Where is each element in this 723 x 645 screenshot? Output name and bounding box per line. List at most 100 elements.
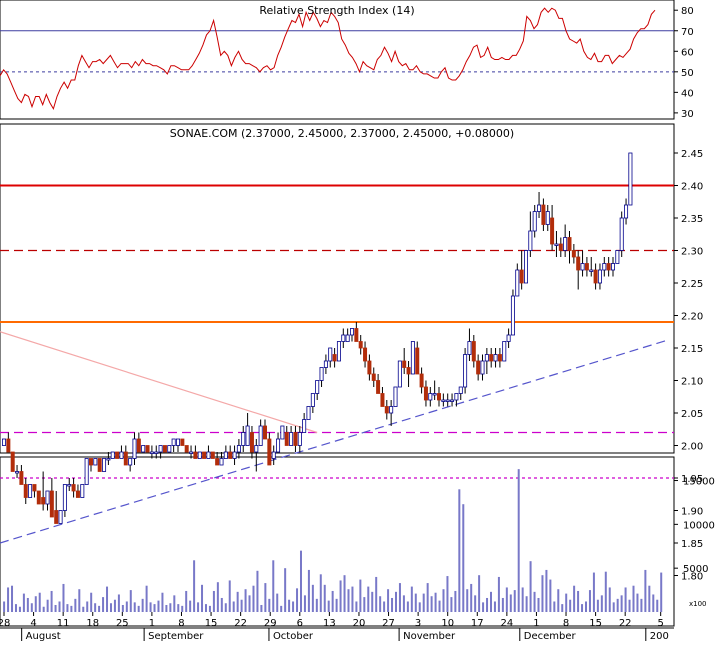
candle-body bbox=[541, 204, 546, 225]
candle-body bbox=[45, 490, 50, 505]
volume-bar bbox=[276, 593, 279, 612]
volume-bar bbox=[311, 584, 314, 612]
volume-bar bbox=[391, 597, 394, 612]
volume-bar bbox=[355, 601, 358, 612]
volume-bar bbox=[299, 550, 302, 612]
candle-body bbox=[528, 230, 533, 251]
volume-bar bbox=[288, 599, 291, 612]
month-label: December bbox=[524, 631, 577, 641]
volume-bar bbox=[319, 574, 322, 612]
volume-bar bbox=[422, 593, 425, 612]
volume-bar bbox=[426, 583, 429, 612]
price-tick-label: 2.15 bbox=[681, 344, 703, 355]
candle-body bbox=[293, 432, 298, 446]
rsi-tick-label: 80 bbox=[681, 6, 694, 17]
volume-bar bbox=[90, 592, 93, 612]
volume-bar bbox=[244, 589, 247, 612]
price-panel bbox=[0, 123, 675, 454]
volume-bar bbox=[256, 570, 259, 612]
volume-bar bbox=[327, 600, 330, 612]
volume-bar bbox=[240, 599, 243, 612]
volume-bar bbox=[343, 575, 346, 612]
trendline-0 bbox=[0, 338, 670, 544]
price-layer bbox=[0, 152, 674, 544]
candle-body bbox=[611, 263, 616, 271]
axis-layer: 2.45 2.40 2.35 2.30 2.25 2.20 2.15 2.10 2.05 2.00… bbox=[0, 6, 715, 642]
volume-bar bbox=[26, 597, 29, 612]
candle-body bbox=[84, 458, 89, 485]
candle-body bbox=[550, 217, 555, 245]
volume-bar bbox=[62, 583, 65, 612]
volume-bar bbox=[185, 590, 188, 612]
candle-body bbox=[619, 217, 624, 251]
volume-bar bbox=[201, 584, 204, 612]
volume-bar bbox=[232, 601, 235, 612]
candle-body bbox=[332, 354, 337, 362]
candle-body bbox=[423, 386, 428, 401]
candle-body bbox=[110, 451, 115, 459]
volume-bar bbox=[106, 586, 109, 612]
volume-bar bbox=[161, 592, 164, 612]
candle-body bbox=[367, 360, 372, 375]
candle-body bbox=[162, 445, 167, 453]
rsi-line bbox=[0, 7, 656, 111]
volume-bar bbox=[204, 604, 207, 612]
candle-body bbox=[515, 269, 520, 297]
volume-bar bbox=[620, 595, 623, 612]
volume-bar bbox=[296, 588, 299, 612]
price-tick-label: 1.80 bbox=[681, 572, 703, 583]
candle-body bbox=[315, 380, 320, 394]
price-tick-label: 2.05 bbox=[681, 409, 703, 420]
candle-body bbox=[206, 451, 211, 459]
volume-bar bbox=[42, 606, 45, 612]
candle-body bbox=[132, 438, 137, 459]
volume-bar bbox=[466, 589, 469, 612]
candle-body bbox=[28, 484, 33, 498]
rsi-tick-label: 50 bbox=[681, 68, 694, 79]
candle-body bbox=[49, 490, 54, 518]
candle-body bbox=[545, 211, 550, 225]
candle-body bbox=[215, 458, 220, 466]
volume-bar bbox=[628, 599, 631, 612]
candle-body bbox=[202, 451, 207, 459]
volume-bar bbox=[323, 584, 326, 612]
candle-body bbox=[136, 438, 141, 453]
rsi-tick-label: 60 bbox=[681, 47, 694, 58]
candle-body bbox=[323, 360, 328, 368]
candle-body bbox=[228, 451, 233, 459]
price-tick-label: 2.45 bbox=[681, 149, 703, 160]
candle-body bbox=[158, 445, 163, 453]
day-tick-label: 24 bbox=[500, 618, 513, 629]
day-tick-label: 6 bbox=[297, 618, 303, 629]
volume-bar bbox=[406, 601, 409, 612]
volume-bar bbox=[549, 579, 552, 612]
candle-body bbox=[102, 458, 107, 472]
candle-body bbox=[380, 393, 385, 407]
volume-bar bbox=[497, 576, 500, 612]
candle-body bbox=[141, 445, 146, 453]
volume-bar bbox=[470, 583, 473, 612]
candle-body bbox=[262, 425, 267, 440]
volume-bar bbox=[636, 593, 639, 612]
volume-bar bbox=[347, 589, 350, 612]
volume-bar bbox=[513, 590, 516, 612]
candle-body bbox=[249, 432, 254, 453]
volume-bar bbox=[458, 489, 461, 612]
candle-body bbox=[328, 347, 333, 362]
volume-bar bbox=[493, 601, 496, 612]
volume-bar bbox=[359, 579, 362, 612]
candle-body bbox=[445, 399, 450, 402]
day-tick-label: 17 bbox=[471, 618, 484, 629]
volume-bar bbox=[181, 605, 184, 612]
volume-bar bbox=[660, 572, 663, 612]
candle-body bbox=[345, 334, 350, 342]
candle-body bbox=[376, 380, 381, 394]
candle-body bbox=[493, 354, 498, 362]
volume-bar bbox=[157, 600, 160, 612]
candle-body bbox=[371, 373, 376, 381]
candle-body bbox=[89, 458, 94, 466]
candle-body bbox=[597, 269, 602, 284]
volume-bar bbox=[442, 589, 445, 612]
day-tick-label: 3 bbox=[415, 618, 421, 629]
rsi-tick-label: 30 bbox=[681, 109, 694, 120]
